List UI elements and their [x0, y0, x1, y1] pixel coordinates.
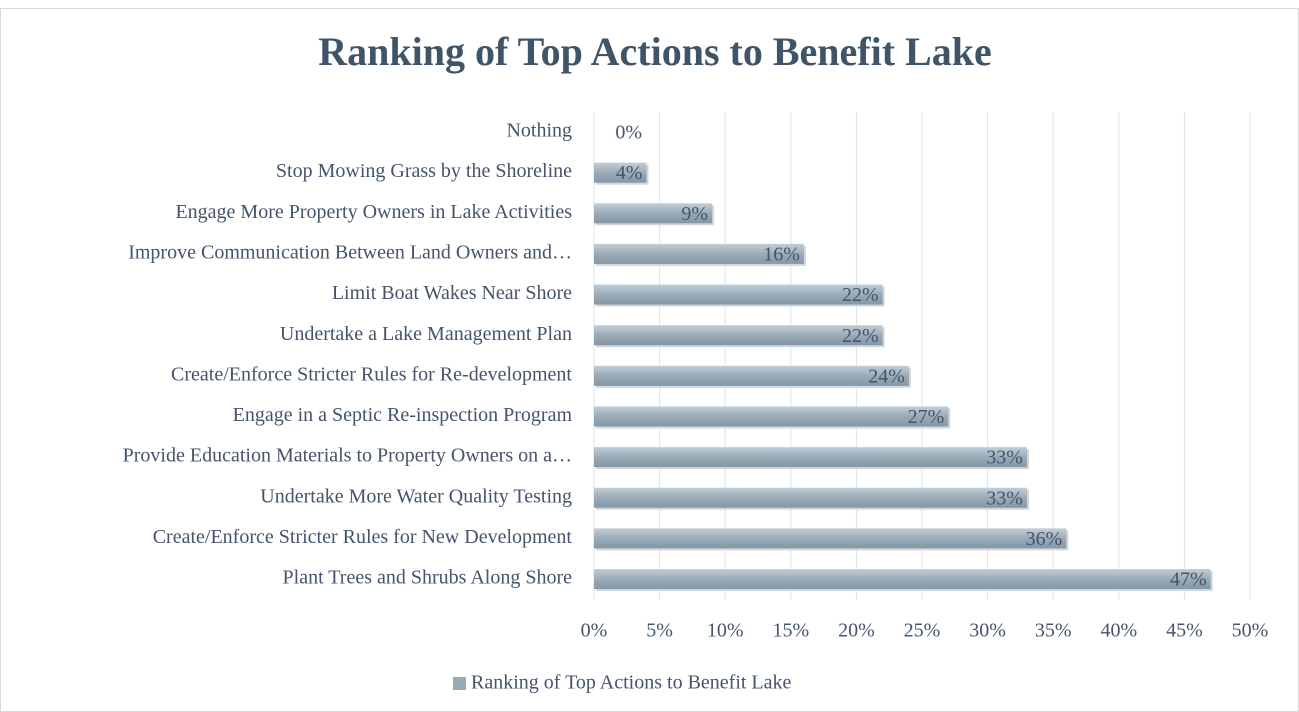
x-tick-label: 10% [707, 620, 744, 642]
bar [594, 406, 949, 427]
legend-label: Ranking of Top Actions to Benefit Lake [471, 672, 792, 694]
x-tick-label: 50% [1232, 620, 1269, 642]
data-label: 47% [1170, 569, 1207, 591]
bar [594, 203, 713, 224]
y-tick-label: Create/Enforce Stricter Rules for New De… [153, 526, 573, 548]
data-label: 4% [616, 162, 643, 184]
data-label: 16% [763, 244, 800, 266]
x-tick-label: 20% [838, 620, 875, 642]
data-label: 0% [615, 122, 642, 144]
y-tick-label: Limit Boat Wakes Near Shore [332, 282, 572, 304]
x-tick-label: 25% [904, 620, 941, 642]
bar [594, 528, 1067, 549]
bar [594, 162, 647, 183]
x-tick-label: 0% [581, 620, 608, 642]
data-label: 22% [842, 325, 879, 347]
data-label: 36% [1026, 528, 1063, 550]
x-tick-label: 45% [1166, 620, 1203, 642]
data-label: 33% [986, 447, 1023, 469]
y-tick-label: Plant Trees and Shrubs Along Shore [283, 567, 573, 589]
data-label: 27% [908, 406, 945, 428]
data-label: 22% [842, 284, 879, 306]
x-tick-label: 35% [1035, 620, 1072, 642]
y-tick-label: Engage in a Septic Re-inspection Program [233, 404, 573, 426]
y-tick-label: Provide Education Materials to Property … [123, 445, 572, 467]
bar [594, 487, 1027, 508]
legend-swatch [453, 677, 466, 690]
bar [594, 569, 1211, 589]
y-tick-label: Undertake More Water Quality Testing [260, 485, 572, 507]
x-tick-label: 5% [646, 620, 673, 642]
chart-title: Ranking of Top Actions to Benefit Lake [318, 29, 991, 74]
bar [594, 325, 883, 346]
y-tick-label: Nothing [506, 120, 572, 142]
bar [594, 365, 909, 386]
bar [594, 284, 883, 305]
x-tick-label: 30% [969, 620, 1006, 642]
bar [594, 243, 804, 264]
data-label: 24% [868, 365, 905, 387]
y-tick-label: Engage More Property Owners in Lake Acti… [175, 201, 572, 223]
y-tick-label: Undertake a Lake Management Plan [280, 323, 572, 345]
chart-border [0, 8, 1299, 712]
x-tick-label: 40% [1100, 620, 1137, 642]
x-tick-label: 15% [772, 620, 809, 642]
y-tick-label: Stop Mowing Grass by the Shoreline [276, 160, 572, 182]
data-label: 33% [986, 487, 1023, 509]
y-tick-label: Improve Communication Between Land Owner… [128, 242, 572, 264]
bar [594, 447, 1027, 468]
data-label: 9% [681, 203, 708, 225]
y-tick-label: Create/Enforce Stricter Rules for Re-dev… [171, 363, 572, 385]
